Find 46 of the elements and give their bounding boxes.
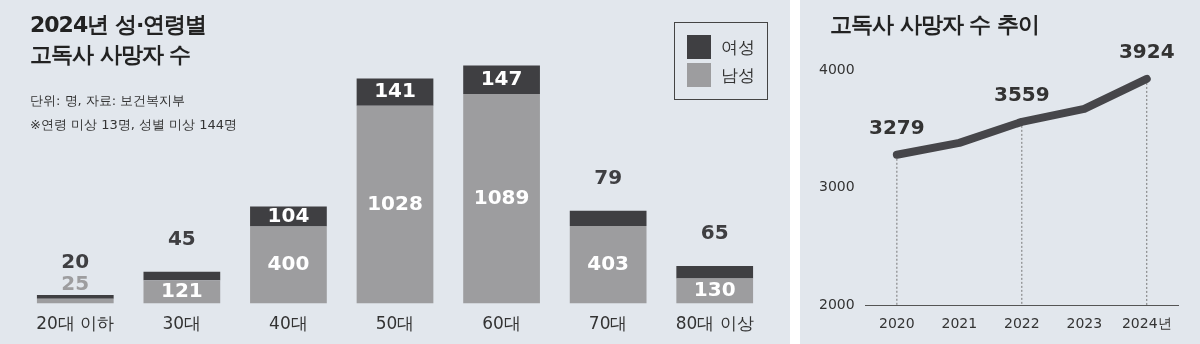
x-tick-label: 2020 (879, 315, 915, 332)
legend-label: 여성 (721, 35, 755, 59)
data-label: 400 (267, 251, 310, 276)
x-tick-label: 20대 이하 (36, 313, 115, 334)
data-label: 79 (594, 164, 623, 189)
x-tick-label: 60대 (482, 313, 521, 334)
bar (143, 271, 221, 281)
bar (36, 294, 114, 299)
chart-title: 2024년 성·연령별 고독사 사망자 수 (30, 11, 208, 69)
x-tick-label: 80대 이상 (675, 313, 754, 334)
bar (250, 226, 327, 304)
legend-label: 남성 (721, 63, 755, 87)
bar (569, 225, 647, 304)
bar (356, 105, 434, 304)
annotation: ※연령 미상 13명, 성별 미상 144명 (30, 116, 238, 134)
data-label: 3924 (1118, 39, 1175, 64)
data-label: 1028 (367, 190, 423, 215)
x-tick-label: 2022 (1003, 315, 1040, 332)
data-label: 104 (267, 202, 310, 227)
data-label: 45 (167, 225, 196, 250)
data-label: 3279 (869, 114, 925, 139)
chart-title: 고독사 사망자 수 추이 (830, 11, 1040, 39)
bar (463, 93, 540, 304)
data-label: 25 (61, 271, 90, 296)
bar (569, 210, 647, 226)
y-tick-label: 3000 (818, 178, 855, 195)
annotation: 단위: 명, 자료: 보건복지부 (30, 92, 186, 110)
data-label: 65 (700, 220, 729, 245)
data-label: 403 (587, 251, 630, 275)
x-tick-label: 50대 (375, 313, 415, 334)
x-tick-label: 70대 (588, 313, 628, 334)
x-tick-label: 2023 (1066, 315, 1103, 332)
x-tick-label: 40대 (269, 313, 308, 334)
data-label: 130 (693, 277, 736, 302)
x-tick-label: 2024년 (1121, 315, 1172, 332)
data-label: 141 (374, 78, 416, 103)
data-label: 20 (61, 249, 90, 274)
data-label: 121 (160, 278, 203, 303)
bar (676, 266, 754, 279)
x-tick-label: 30대 (162, 313, 202, 334)
data-label: 3559 (993, 82, 1050, 107)
data-label: 1089 (473, 184, 530, 209)
y-tick-label: 4000 (818, 60, 855, 77)
y-tick-label: 2000 (818, 295, 855, 312)
x-tick-label: 2021 (941, 315, 978, 332)
data-label: 147 (480, 65, 523, 90)
